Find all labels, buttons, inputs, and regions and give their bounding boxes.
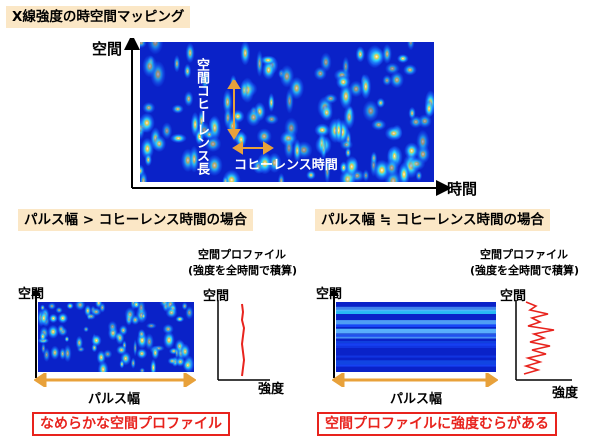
right-profile-caption-1: 空間プロファイル: [480, 248, 568, 261]
left-profile-curve: [240, 303, 246, 377]
left-pulse-width-label: パルス幅: [88, 392, 141, 407]
main-axes: [124, 38, 450, 196]
right-profile-curve: [523, 301, 555, 375]
left-intensity-map: [38, 302, 194, 372]
left-panel-heading: パルス幅 > コヒーレンス時間の場合: [18, 209, 253, 231]
coherence-arrows: [227, 80, 274, 155]
left-profile-x-label: 強度: [258, 382, 285, 397]
right-profile-chart: [515, 300, 572, 381]
left-profile-chart: [217, 300, 270, 381]
left-profile-y-label: 空間: [203, 289, 230, 304]
right-pulse-width-arrow: [332, 373, 498, 387]
left-y-axis: [31, 288, 41, 378]
main-x-axis-label: 時間: [447, 180, 478, 198]
right-y-axis: [329, 288, 339, 378]
left-profile-caption-2: (強度を全時間で積算): [188, 264, 298, 277]
left-pulse-width-arrow: [34, 373, 196, 387]
main-y-axis-label: 空間: [92, 40, 123, 58]
left-profile-caption-1: 空間プロファイル: [198, 248, 286, 261]
right-intensity-map: [336, 302, 496, 372]
left-conclusion: なめらかな空間プロファイル: [32, 412, 230, 436]
main-intensity-map: [140, 42, 434, 182]
right-conclusion: 空間プロファイルに強度むらがある: [317, 412, 557, 436]
right-profile-caption-2: (強度を全時間で積算): [470, 264, 580, 277]
coherence-length-label: 空間コヒーレンス長: [194, 58, 209, 175]
right-pulse-width-label: パルス幅: [390, 392, 443, 407]
right-profile-x-label: 強度: [552, 386, 579, 401]
page-title: X線強度の時空間マッピング: [6, 6, 191, 28]
right-panel-heading: パルス幅 ≒ コヒーレンス時間の場合: [315, 209, 550, 231]
right-profile-y-label: 空間: [500, 289, 527, 304]
coherence-time-label: コヒーレンス時間: [234, 158, 338, 173]
